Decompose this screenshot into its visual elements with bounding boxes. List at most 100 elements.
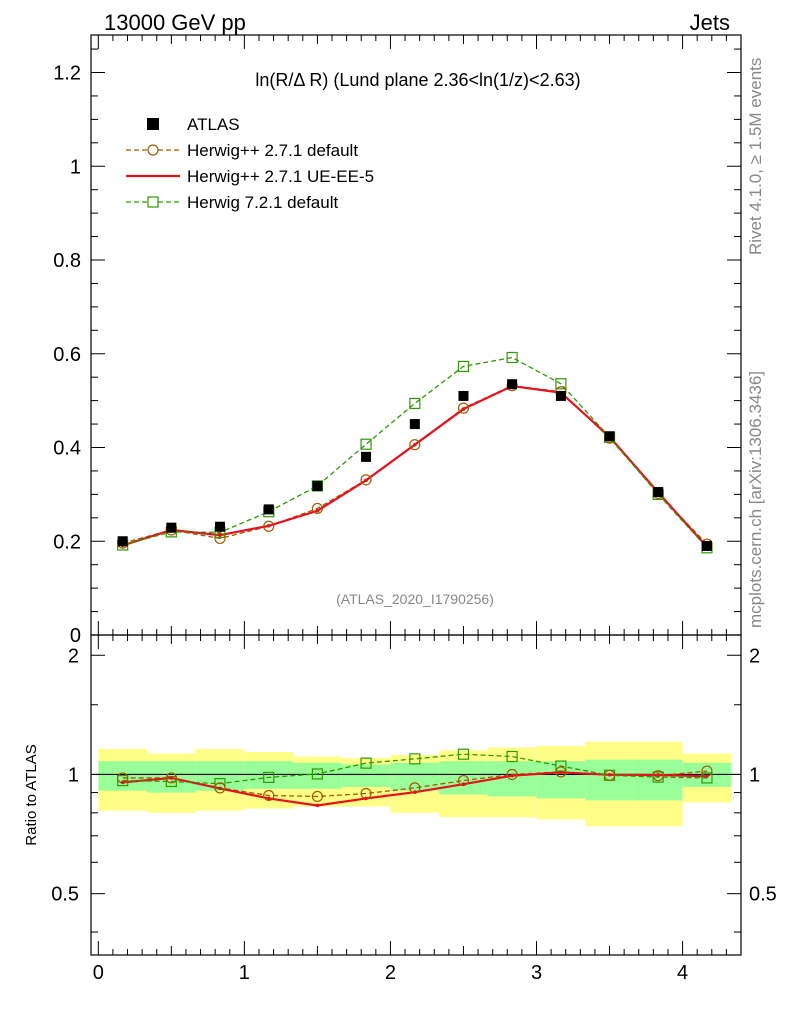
atlas-point — [701, 540, 712, 551]
atlas-point — [312, 480, 323, 491]
ratio-herwig7-point — [360, 757, 372, 769]
legend-label: Herwig++ 2.7.1 default — [187, 141, 358, 160]
legend-marker-square — [147, 196, 159, 208]
ratio-herwig7-point — [506, 750, 518, 763]
y-tick-label: 1 — [70, 156, 81, 178]
uncertainty-band-inner — [195, 761, 245, 791]
uncertainty-band-inner — [293, 762, 342, 789]
ratio-y-tick-label-left: 0.5 — [51, 884, 79, 906]
x-tick-label: 4 — [677, 962, 688, 984]
herwigpp-ue-point — [364, 478, 368, 483]
ratio-herwigpp-default-point — [506, 768, 518, 781]
legend: ATLAS Herwig++ 2.7.1 default Herwig++ 2.7.… — [126, 115, 374, 212]
herwigpp-ue-point — [315, 508, 320, 513]
ratio-plot-frame — [90, 634, 742, 956]
y-tick-label: 1.2 — [53, 63, 81, 85]
series-line-herwig7-default — [122, 356, 708, 549]
ratio-herwigpp-ue-point — [413, 790, 417, 794]
series-line-herwigpp-default — [122, 384, 708, 545]
ratio-herwigpp-default-point — [165, 772, 177, 784]
x-tick-label: 2 — [385, 962, 396, 984]
y-tick-label: 0 — [70, 625, 81, 647]
herwig7-point — [506, 351, 518, 364]
atlas-point — [604, 431, 615, 442]
x-tick-label: 3 — [531, 962, 542, 984]
ratio-herwigpp-default-point — [311, 790, 324, 803]
main-plot-marks — [117, 351, 713, 554]
y-tick-label: 0.4 — [53, 438, 81, 460]
ratio-y-tick-label-right: 1 — [749, 764, 760, 786]
ratio-herwigpp-default-point — [555, 766, 567, 778]
x-tick-label: 0 — [93, 962, 104, 984]
ratio-herwig7-point — [311, 768, 324, 780]
ratio-herwigpp-ue-point — [266, 796, 271, 801]
series-line-herwigpp-ue-ee5 — [122, 384, 708, 548]
plot-title: ln(R/Δ R) (Lund plane 2.36<ln(1/z)<2.63) — [255, 70, 580, 90]
rivet-version-label: Rivet 4.1.0, ≥ 1.5M events — [746, 58, 765, 255]
y-tick-label: 0.8 — [53, 250, 81, 272]
atlas-point — [555, 390, 566, 401]
herwigpp-ue-point — [413, 442, 417, 447]
ratio-herwigpp-default-point — [214, 782, 226, 794]
ratio-y-tick-label-right: 2 — [749, 645, 760, 667]
ratio-herwigpp-ue-point — [656, 773, 660, 777]
ratio-y-tick-label-left: 2 — [68, 645, 79, 667]
herwigpp-default-point — [263, 520, 275, 532]
ratio-plot-panel: 0 1 2 3 4 0.5 0.5 1 1 2 2 Ratio to ATLAS — [23, 634, 777, 984]
ratio-uncertainty-bands — [91, 741, 741, 827]
y-tick-label: 0.2 — [53, 531, 81, 553]
ratio-plot-axes: 0 1 2 3 4 0.5 0.5 1 1 2 2 — [51, 634, 777, 984]
ratio-herwigpp-ue-point — [169, 776, 174, 780]
ratio-herwigpp-ue-point — [607, 773, 612, 777]
process-label: Jets — [690, 10, 730, 35]
uncertainty-band-inner — [633, 759, 683, 801]
ratio-herwigpp-ue-point — [364, 796, 368, 801]
atlas-point — [409, 419, 420, 430]
herwig7-point — [360, 438, 372, 450]
herwigpp-ue-point — [266, 523, 271, 528]
ratio-herwig7-point — [117, 774, 129, 787]
ratio-herwig7-point — [701, 772, 713, 784]
herwigpp-ue-point — [218, 533, 222, 537]
uncertainty-band-inner — [341, 764, 391, 787]
legend-marker-atlas — [147, 118, 159, 130]
atlas-point — [507, 379, 518, 390]
uncertainty-band-inner — [390, 762, 440, 791]
herwigpp-default-point — [457, 402, 470, 414]
ratio-herwigpp-ue-point — [218, 786, 222, 791]
uncertainty-band-inner — [439, 761, 488, 795]
legend-marker-circle — [147, 144, 159, 156]
ratio-herwigpp-default-point — [652, 770, 664, 782]
herwig7-point — [457, 360, 470, 373]
atlas-point — [458, 390, 469, 401]
atlas-point — [361, 451, 372, 462]
ratio-herwigpp-ue-point — [315, 803, 320, 808]
ratio-herwigpp-default-point — [263, 789, 275, 802]
ratio-herwigpp-ue-point — [705, 774, 709, 778]
ratio-herwigpp-ue-point — [461, 782, 466, 786]
atlas-point — [166, 522, 177, 533]
herwigpp-default-point — [409, 439, 421, 451]
ratio-herwigpp-ue-point — [120, 780, 125, 785]
legend-label: ATLAS — [187, 115, 240, 134]
ratio-herwigpp-default-point — [603, 769, 616, 781]
ratio-plot-marks — [117, 748, 713, 808]
legend-label: Herwig 7.2.1 default — [187, 193, 338, 212]
ratio-herwigpp-ue-point — [559, 770, 563, 775]
atlas-point — [214, 521, 225, 532]
legend-label: Herwig++ 2.7.1 UE-EE-5 — [187, 167, 374, 186]
ratio-y-tick-label-left: 1 — [68, 764, 79, 786]
y-tick-label: 0.6 — [53, 344, 81, 366]
ratio-y-axis-label: Ratio to ATLAS — [23, 744, 40, 845]
analysis-watermark: (ATLAS_2020_I1790256) — [336, 591, 494, 607]
x-tick-label: 1 — [239, 962, 250, 984]
herwigpp-default-point — [360, 474, 372, 486]
ratio-herwig7-point — [457, 748, 470, 760]
atlas-point — [263, 504, 274, 515]
herwigpp-ue-point — [461, 407, 466, 411]
main-plot-panel: (ATLAS_2020_I1790256) ln(R/Δ R) (Lund pl… — [53, 34, 742, 647]
ratio-herwigpp-ue-point — [510, 773, 514, 778]
herwig7-point — [409, 397, 421, 410]
atlas-point — [653, 487, 664, 498]
